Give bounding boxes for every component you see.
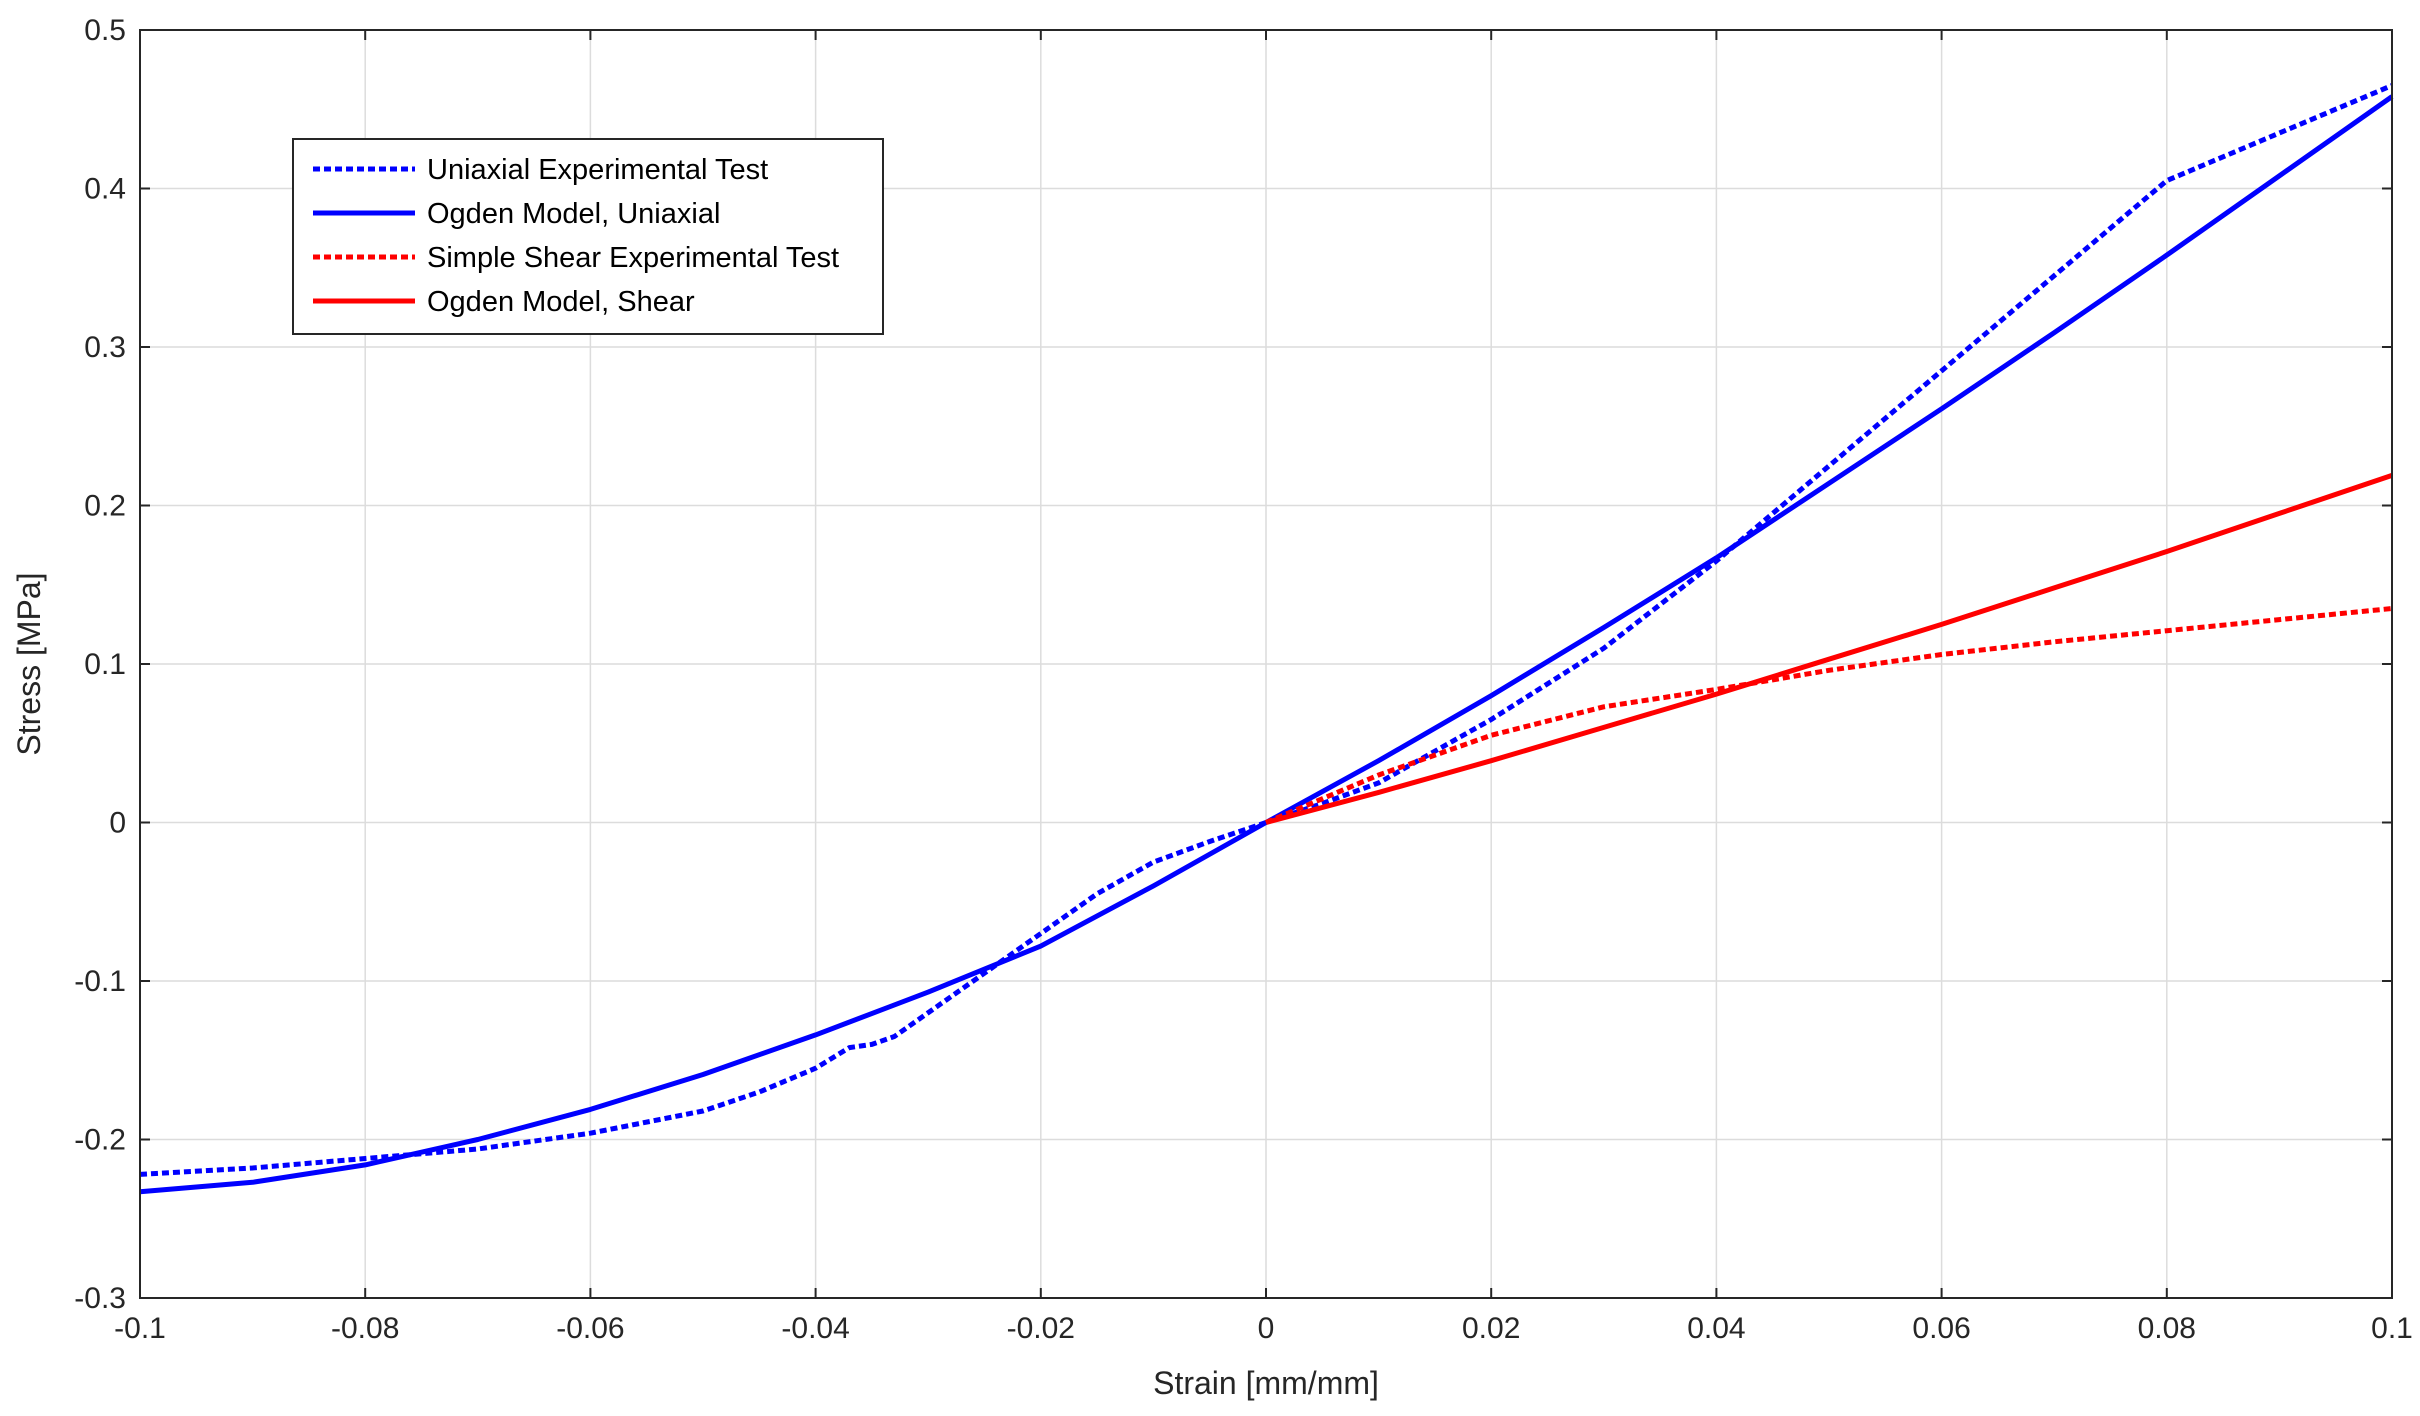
y-tick-label: -0.3 — [74, 1282, 126, 1315]
y-tick-label: -0.2 — [74, 1124, 126, 1157]
x-tick-label: -0.1 — [114, 1312, 166, 1345]
series-line-1 — [139, 83, 2393, 1177]
x-tick-label: -0.04 — [781, 1312, 849, 1345]
y-axis-label: Stress [MPa] — [11, 572, 47, 755]
y-tick-label: 0.2 — [84, 490, 126, 523]
y-tick-label: 0.1 — [84, 648, 126, 681]
x-tick-label: 0.08 — [2138, 1312, 2196, 1345]
x-tick-label: 0 — [1258, 1312, 1275, 1345]
x-tick-label: -0.08 — [331, 1312, 399, 1345]
y-tick-label: 0.4 — [84, 173, 126, 206]
x-tick-label: 0.06 — [1912, 1312, 1970, 1345]
ticks: -0.1 -0.08 -0.06 -0.04 -0.02 0 0.02 0.04 0.06 0.0… — [74, 14, 2413, 1345]
x-tick-label: 0.02 — [1462, 1312, 1520, 1345]
y-tick-label: 0.3 — [84, 331, 126, 364]
x-tick-label: 0.04 — [1687, 1312, 1745, 1345]
y-tick-label: 0.5 — [84, 14, 126, 47]
series-line-3 — [1265, 606, 2393, 825]
legend-label: Ogden Model, Uniaxial — [427, 198, 720, 230]
legend-label: Ogden Model, Shear — [427, 286, 695, 318]
legend-label: Uniaxial Experimental Test — [427, 154, 768, 186]
y-tick-label: -0.1 — [74, 965, 126, 998]
legend: Uniaxial Experimental Test Ogden Model, U… — [292, 138, 884, 335]
x-tick-label: -0.02 — [1007, 1312, 1075, 1345]
series-line-4 — [1265, 473, 2393, 825]
x-tick-label: -0.06 — [556, 1312, 624, 1345]
y-tick-label: 0 — [109, 807, 126, 840]
legend-label: Simple Shear Experimental Test — [427, 242, 839, 274]
series-lines — [139, 83, 2394, 1195]
x-axis-label: Strain [mm/mm] — [1153, 1365, 1379, 1401]
x-tick-label: 0.1 — [2371, 1312, 2413, 1345]
